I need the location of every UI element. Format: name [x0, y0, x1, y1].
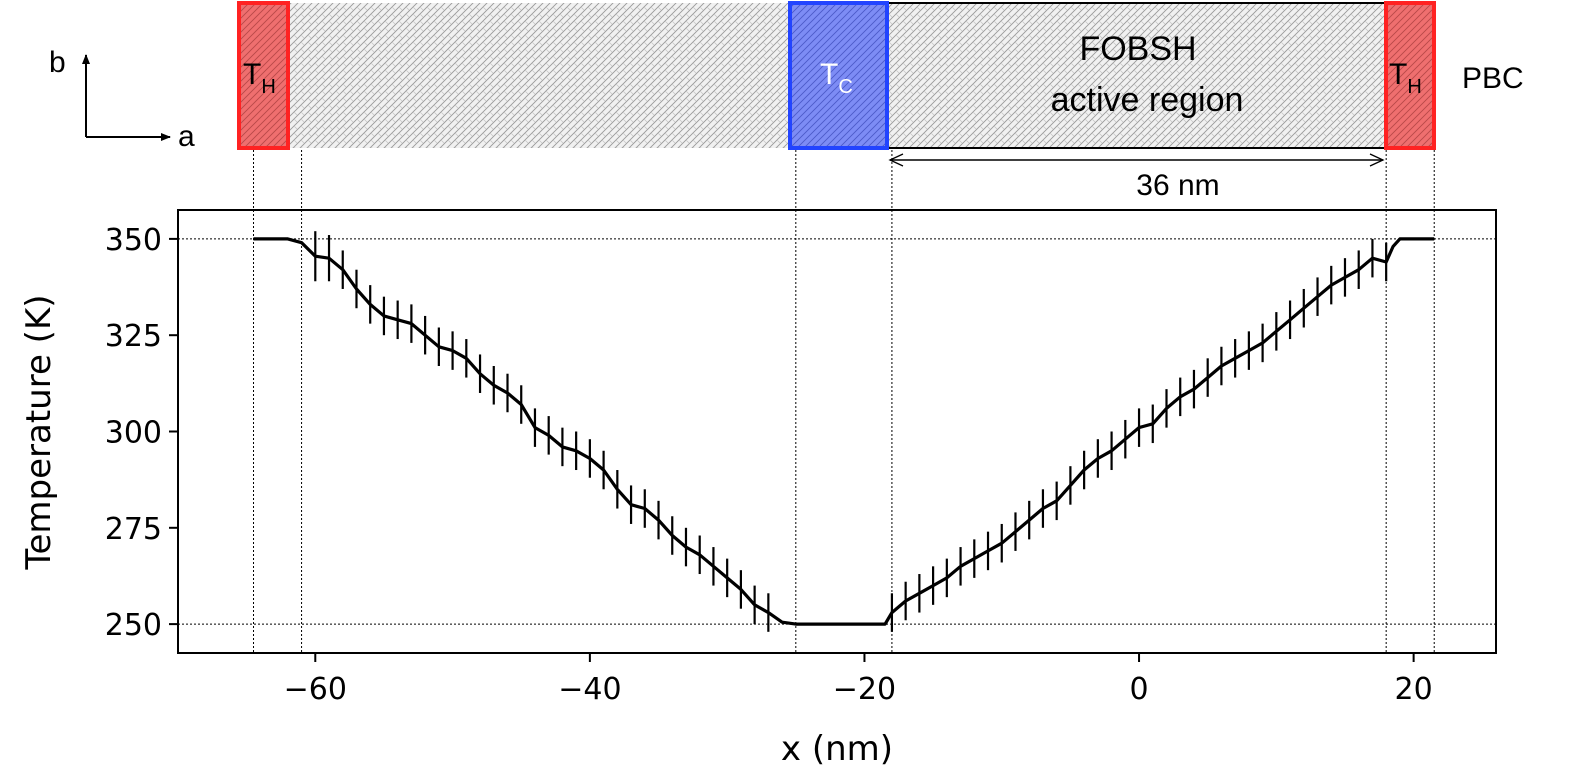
pbc-label: PBC	[1462, 62, 1524, 95]
x-tick-label: −40	[558, 672, 621, 707]
cold-reservoir	[788, 1, 889, 150]
y-tick-label: 325	[105, 319, 162, 354]
active-region-subtitle: active region	[1051, 81, 1244, 119]
active-region-title: FOBSH	[1079, 30, 1196, 68]
plot-frame	[177, 209, 1497, 654]
hot-reservoir-left-label: TH	[243, 58, 276, 98]
schematic: TH TC TH FOBSH active region 36 nm PBC b…	[49, 1, 1524, 202]
temperature-series-line	[253, 237, 1435, 626]
y-axis: 250 275 300 325 350	[105, 223, 178, 643]
x-tick-label: 20	[1395, 672, 1433, 707]
x-tick-label: 0	[1129, 672, 1148, 707]
y-tick-label: 350	[105, 223, 162, 258]
reference-lines	[178, 150, 1496, 653]
x-tick-label: −20	[833, 672, 896, 707]
error-bars	[314, 231, 1388, 632]
y-tick-label: 300	[105, 416, 162, 451]
x-axis-label: x (nm)	[781, 729, 893, 769]
hot-reservoir-left	[237, 1, 290, 150]
hot-reservoir-right-label: TH	[1389, 58, 1422, 98]
y-tick-label: 275	[105, 512, 162, 547]
y-tick-label: 250	[105, 608, 162, 643]
b-axis-label: b	[49, 46, 66, 79]
cold-reservoir-label: TC	[820, 58, 853, 98]
lattice-axes: b a	[49, 46, 195, 153]
dimension-label: 36 nm	[1136, 169, 1219, 202]
x-tick-label: −60	[284, 672, 347, 707]
hot-reservoir-right	[1384, 1, 1436, 150]
x-axis: −60 −40 −20 0 20	[284, 653, 1433, 707]
a-axis-label: a	[178, 120, 195, 153]
y-axis-label: Temperature (K)	[19, 294, 59, 570]
